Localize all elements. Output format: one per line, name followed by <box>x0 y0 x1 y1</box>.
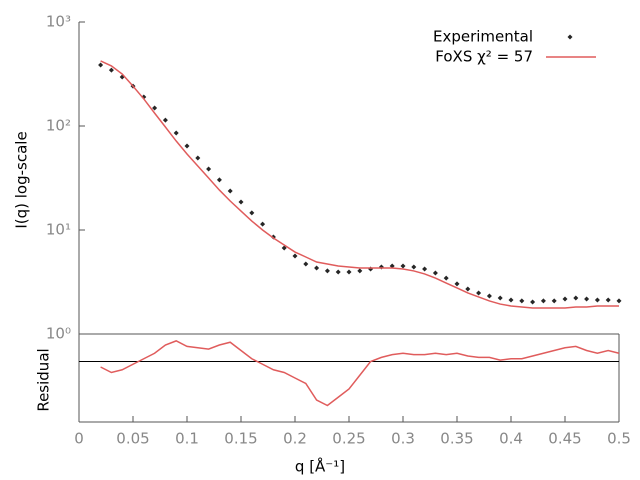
x-tick-label: 0.35 <box>440 430 473 448</box>
data-point <box>454 281 460 287</box>
y-tick-label: 10¹ <box>46 221 71 239</box>
data-point <box>216 177 222 183</box>
data-point <box>389 263 395 269</box>
y-tick-label: 10³ <box>46 13 71 31</box>
x-tick-label: 0.3 <box>391 430 415 448</box>
data-point <box>551 298 557 304</box>
data-point <box>476 290 482 296</box>
data-point <box>594 297 600 303</box>
data-point <box>249 210 255 216</box>
data-point <box>368 266 374 272</box>
x-tick-label: 0.2 <box>283 430 307 448</box>
data-point <box>422 266 428 272</box>
data-point <box>335 269 341 275</box>
x-tick-label: 0.45 <box>548 430 581 448</box>
residual-axis-label: Residual <box>35 348 53 411</box>
x-tick-label: 0.1 <box>175 430 199 448</box>
data-point <box>108 67 114 73</box>
data-point <box>605 297 611 303</box>
data-point <box>530 299 536 305</box>
legend-label: Experimental <box>433 28 533 46</box>
data-point <box>324 268 330 274</box>
data-point <box>443 275 449 281</box>
data-point <box>162 117 168 123</box>
y-axis-label: I(q) log-scale <box>13 131 31 228</box>
data-point <box>400 263 406 269</box>
data-point <box>281 245 287 251</box>
data-point <box>195 155 201 161</box>
data-point <box>260 221 266 227</box>
data-point <box>573 295 579 301</box>
legend-marker <box>567 34 573 40</box>
fit-line <box>100 340 620 407</box>
data-point <box>432 270 438 276</box>
data-point <box>616 298 622 304</box>
data-point <box>465 286 471 292</box>
data-point <box>357 268 363 274</box>
data-point <box>519 298 525 304</box>
data-point <box>314 265 320 271</box>
x-tick-label: 0.05 <box>116 430 149 448</box>
x-tick-label: 0 <box>74 430 84 448</box>
data-point <box>411 264 417 270</box>
data-point <box>238 199 244 205</box>
y-tick-label: 10⁰ <box>46 325 71 343</box>
x-tick-label: 0.4 <box>499 430 523 448</box>
data-point <box>292 253 298 259</box>
data-point <box>227 188 233 194</box>
data-point <box>206 166 212 172</box>
data-point <box>173 130 179 136</box>
x-axis-label: q [Å⁻¹] <box>295 457 345 476</box>
data-point <box>346 269 352 275</box>
x-tick-label: 0.5 <box>607 430 631 448</box>
data-point <box>152 105 158 111</box>
y-tick-label: 10² <box>46 117 71 135</box>
data-point <box>184 143 190 149</box>
data-point <box>497 295 503 301</box>
data-point <box>486 293 492 299</box>
data-point <box>98 62 104 68</box>
data-point <box>584 296 590 302</box>
legend-label: FoXS χ² = 57 <box>435 48 533 66</box>
data-point <box>508 297 514 303</box>
fit-line <box>100 60 619 309</box>
data-point <box>540 298 546 304</box>
data-point <box>562 296 568 302</box>
data-point <box>303 261 309 267</box>
x-tick-label: 0.25 <box>332 430 365 448</box>
x-tick-label: 0.15 <box>224 430 257 448</box>
